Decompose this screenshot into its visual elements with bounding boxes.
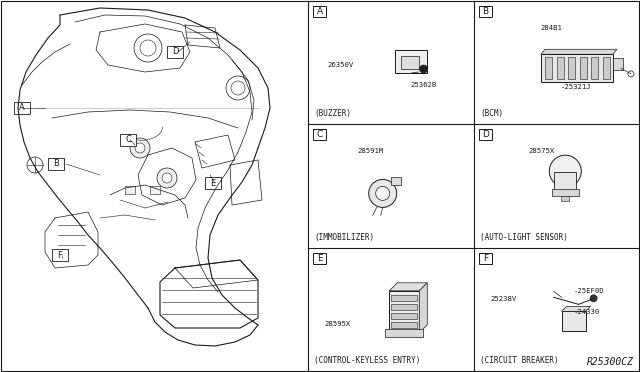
- FancyBboxPatch shape: [313, 253, 326, 264]
- Circle shape: [27, 157, 43, 173]
- Polygon shape: [389, 283, 428, 291]
- Text: (AUTO-LIGHT SENSOR): (AUTO-LIGHT SENSOR): [480, 232, 568, 242]
- Text: -25EF0D: -25EF0D: [573, 288, 604, 294]
- Bar: [125, 186, 135, 194]
- Circle shape: [549, 155, 581, 187]
- Text: C: C: [316, 130, 323, 140]
- Text: B: B: [483, 7, 488, 16]
- Circle shape: [628, 71, 634, 77]
- Polygon shape: [562, 306, 591, 311]
- Bar: [554, 172, 577, 192]
- Circle shape: [134, 34, 162, 62]
- Bar: [391, 313, 417, 319]
- FancyBboxPatch shape: [479, 129, 492, 140]
- Bar: [389, 291, 419, 333]
- Text: (CIRCUIT BREAKER): (CIRCUIT BREAKER): [480, 356, 559, 365]
- Bar: [120, 134, 136, 146]
- Bar: [541, 54, 613, 82]
- Bar: [391, 295, 417, 301]
- Text: 25238V: 25238V: [491, 296, 517, 302]
- Bar: [391, 322, 417, 328]
- Bar: [552, 189, 579, 196]
- Bar: [545, 57, 552, 79]
- Text: R25300CZ: R25300CZ: [587, 357, 634, 367]
- Text: B: B: [53, 160, 59, 169]
- Text: (IMMOBILIZER): (IMMOBILIZER): [314, 232, 374, 242]
- Text: D: D: [482, 130, 489, 140]
- Text: 25362B: 25362B: [411, 82, 437, 88]
- Bar: [613, 58, 623, 70]
- Text: 26350V: 26350V: [328, 62, 354, 68]
- Circle shape: [162, 173, 172, 183]
- Bar: [580, 57, 587, 79]
- Bar: [568, 57, 575, 79]
- Text: A: A: [19, 103, 25, 112]
- Circle shape: [420, 65, 428, 73]
- Text: -25321J: -25321J: [561, 84, 591, 90]
- Text: D: D: [172, 48, 179, 57]
- Bar: [52, 249, 68, 261]
- Polygon shape: [541, 49, 617, 54]
- Bar: [401, 56, 419, 69]
- Bar: [390, 177, 401, 185]
- Text: (BCM): (BCM): [480, 109, 503, 118]
- Bar: [167, 46, 183, 58]
- Text: F: F: [58, 250, 63, 260]
- Text: E: E: [317, 254, 323, 263]
- Bar: [150, 186, 160, 194]
- Bar: [557, 57, 564, 79]
- FancyBboxPatch shape: [479, 253, 492, 264]
- Text: 284B1: 284B1: [540, 25, 563, 31]
- Circle shape: [157, 168, 177, 188]
- Circle shape: [231, 81, 245, 95]
- Polygon shape: [419, 283, 428, 333]
- Bar: [591, 57, 598, 79]
- Text: -24330: -24330: [573, 309, 600, 315]
- Text: F: F: [483, 254, 488, 263]
- FancyBboxPatch shape: [313, 129, 326, 140]
- FancyBboxPatch shape: [313, 6, 326, 17]
- Circle shape: [135, 143, 145, 153]
- Circle shape: [130, 138, 150, 158]
- Circle shape: [590, 295, 597, 302]
- Polygon shape: [395, 49, 427, 73]
- Text: A: A: [316, 7, 323, 16]
- Bar: [391, 304, 417, 310]
- Bar: [561, 196, 570, 201]
- Text: (CONTROL-KEYLESS ENTRY): (CONTROL-KEYLESS ENTRY): [314, 356, 420, 365]
- Bar: [48, 158, 64, 170]
- Text: 28575X: 28575X: [529, 148, 555, 154]
- Text: (BUZZER): (BUZZER): [314, 109, 351, 118]
- Text: 28595X: 28595X: [324, 321, 351, 327]
- Bar: [205, 177, 221, 189]
- Bar: [562, 311, 586, 331]
- Circle shape: [226, 76, 250, 100]
- Bar: [14, 102, 30, 114]
- Bar: [603, 57, 610, 79]
- Text: E: E: [211, 179, 216, 187]
- Bar: [385, 329, 423, 337]
- Circle shape: [369, 179, 397, 208]
- Circle shape: [140, 40, 156, 56]
- Text: C: C: [125, 135, 131, 144]
- Circle shape: [376, 186, 390, 201]
- FancyBboxPatch shape: [479, 6, 492, 17]
- Text: 28591M: 28591M: [358, 148, 384, 154]
